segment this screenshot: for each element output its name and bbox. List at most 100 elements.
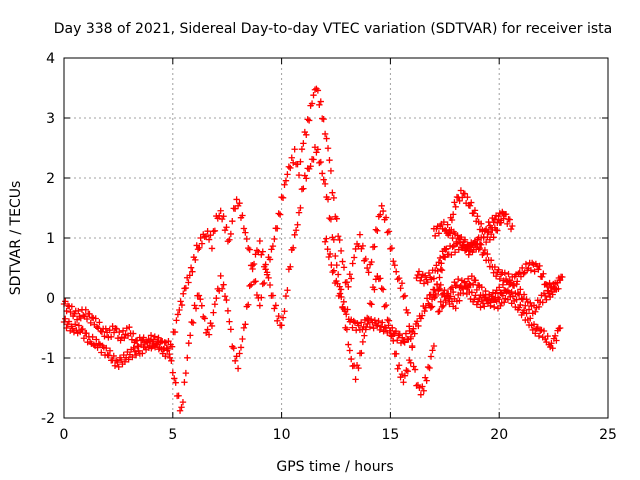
data-point: [454, 275, 462, 283]
data-point: [80, 335, 88, 342]
data-point: [343, 326, 351, 333]
data-point: [180, 290, 187, 297]
data-point: [410, 363, 417, 370]
data-point: [205, 331, 213, 338]
x-tick-label: 25: [599, 427, 617, 443]
data-point: [507, 225, 515, 233]
data-point: [497, 302, 504, 310]
series-track-a: [60, 85, 416, 360]
data-point: [398, 280, 406, 287]
data-point: [337, 247, 345, 255]
data-point: [452, 203, 459, 210]
data-point: [396, 330, 403, 338]
x-tick-label: 0: [60, 427, 69, 443]
data-point: [284, 171, 291, 178]
data-point: [391, 262, 398, 269]
data-point: [416, 384, 423, 392]
data-point: [279, 314, 287, 321]
data-point: [142, 346, 150, 353]
data-point: [482, 293, 489, 301]
data-point: [527, 315, 534, 322]
data-point: [343, 311, 350, 318]
data-point: [240, 225, 248, 232]
data-point: [271, 235, 278, 243]
data-point: [497, 217, 505, 224]
data-point: [368, 258, 375, 266]
data-point: [481, 246, 489, 254]
data-point: [71, 310, 78, 317]
data-point: [237, 344, 245, 351]
data-point: [173, 317, 180, 324]
data-point: [275, 210, 282, 217]
data-point: [223, 296, 230, 304]
data-point: [371, 243, 378, 250]
data-point: [538, 273, 546, 281]
data-point: [218, 215, 226, 223]
data-point: [329, 189, 336, 196]
data-point: [333, 261, 340, 269]
data-point: [191, 302, 198, 309]
data-point: [474, 281, 482, 289]
data-point: [239, 335, 246, 343]
data-point: [278, 322, 285, 329]
data-point: [530, 321, 538, 328]
data-point: [147, 332, 155, 339]
data-point: [281, 308, 288, 315]
data-point: [444, 221, 451, 228]
data-point: [64, 302, 72, 309]
data-point: [436, 254, 444, 262]
data-point: [298, 146, 306, 153]
data-point: [498, 290, 505, 297]
data-point: [337, 286, 345, 293]
data-point: [495, 266, 502, 274]
data-point: [140, 334, 147, 341]
data-point: [290, 244, 297, 252]
data-point: [291, 146, 298, 153]
data-point: [131, 348, 139, 355]
data-point: [256, 302, 264, 309]
data-point: [186, 272, 193, 279]
data-point: [174, 311, 182, 318]
data-point: [407, 359, 414, 366]
data-point: [353, 362, 361, 369]
data-point: [189, 319, 197, 326]
data-point: [198, 240, 206, 247]
data-point: [464, 284, 472, 291]
data-point: [340, 264, 348, 271]
data-point: [519, 264, 526, 272]
y-axis-title: SDTVAR / TECUs: [8, 181, 24, 296]
data-point: [527, 299, 534, 307]
data-point: [169, 369, 176, 376]
data-point: [106, 327, 113, 334]
data-point: [221, 226, 229, 234]
data-point: [478, 284, 485, 291]
data-point: [243, 235, 250, 243]
data-point: [390, 258, 397, 265]
data-point: [377, 323, 385, 330]
data-point: [67, 308, 74, 316]
data-point: [250, 260, 258, 268]
data-point: [456, 197, 463, 205]
data-point: [330, 194, 338, 202]
data-point: [303, 131, 310, 138]
data-point: [556, 276, 564, 284]
data-point: [266, 256, 274, 263]
data-point: [204, 227, 211, 235]
data-point: [86, 310, 93, 318]
data-point: [275, 312, 282, 320]
data-point: [349, 260, 356, 267]
data-point: [326, 250, 334, 258]
data-point: [437, 266, 444, 273]
data-point: [496, 284, 503, 291]
data-point: [464, 193, 471, 201]
data-point: [471, 207, 479, 214]
data-point: [496, 275, 504, 283]
data-point: [258, 251, 265, 258]
data-point: [553, 337, 560, 344]
data-point: [448, 284, 456, 291]
data-point: [359, 242, 367, 250]
data-point: [192, 305, 200, 312]
data-point: [361, 332, 368, 339]
data-point: [217, 272, 224, 280]
data-point: [366, 300, 374, 307]
